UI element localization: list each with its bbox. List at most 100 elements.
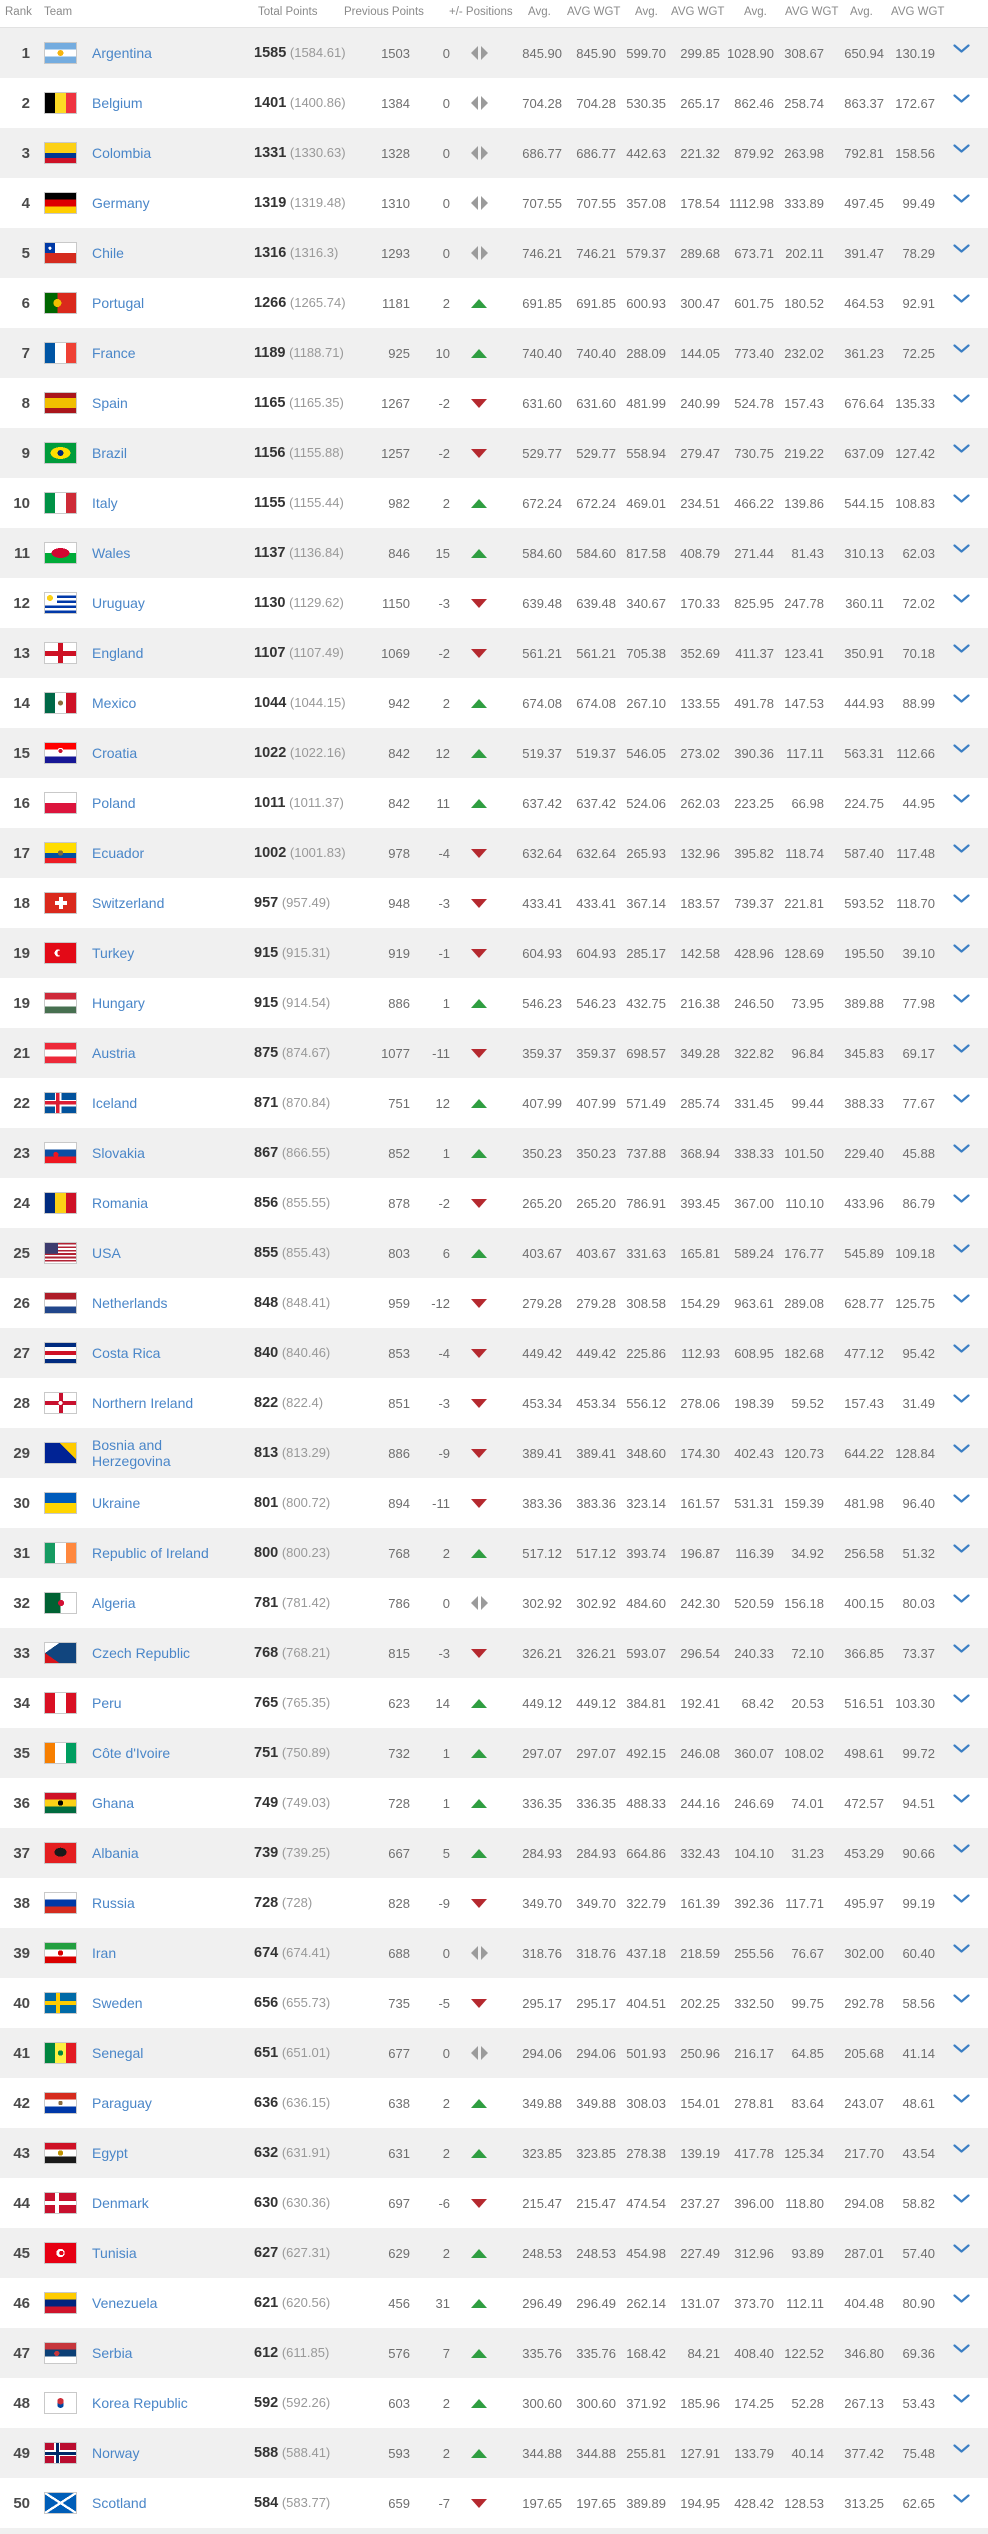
- team-link[interactable]: Albania: [92, 1845, 139, 1861]
- team-link[interactable]: Spain: [92, 395, 128, 411]
- team-link[interactable]: Switzerland: [92, 895, 165, 911]
- chevron-down-icon[interactable]: [935, 792, 988, 814]
- team-link[interactable]: Uruguay: [92, 595, 145, 611]
- chevron-down-icon[interactable]: [935, 92, 988, 114]
- chevron-down-icon[interactable]: [935, 1192, 988, 1214]
- team-link[interactable]: Algeria: [92, 1595, 136, 1611]
- team-link[interactable]: Iceland: [92, 1095, 138, 1111]
- chevron-down-icon[interactable]: [935, 1992, 988, 2014]
- team-link[interactable]: Italy: [92, 495, 118, 511]
- team-link[interactable]: Colombia: [92, 145, 152, 161]
- chevron-down-icon[interactable]: [935, 2442, 988, 2464]
- chevron-down-icon[interactable]: [935, 1842, 988, 1864]
- chevron-down-icon[interactable]: [935, 1092, 988, 1114]
- team-link[interactable]: Turkey: [92, 945, 135, 961]
- team-link[interactable]: Republic of Ireland: [92, 1545, 209, 1561]
- team-link[interactable]: Egypt: [92, 2145, 128, 2161]
- chevron-down-icon[interactable]: [935, 2142, 988, 2164]
- chevron-down-icon[interactable]: [935, 692, 988, 714]
- chevron-down-icon[interactable]: [935, 1542, 988, 1564]
- team-link[interactable]: Mexico: [92, 695, 137, 711]
- team-link[interactable]: Ukraine: [92, 1495, 141, 1511]
- team-link[interactable]: Denmark: [92, 2195, 149, 2211]
- chevron-down-icon[interactable]: [935, 2492, 988, 2514]
- chevron-down-icon[interactable]: [935, 1592, 988, 1614]
- chevron-down-icon[interactable]: [935, 192, 988, 214]
- chevron-down-icon[interactable]: [935, 1342, 988, 1364]
- team-link[interactable]: Sweden: [92, 1995, 143, 2011]
- team-link[interactable]: France: [92, 345, 136, 361]
- team-link[interactable]: Paraguay: [92, 2095, 152, 2111]
- chevron-down-icon[interactable]: [935, 1142, 988, 1164]
- chevron-down-icon[interactable]: [935, 242, 988, 264]
- team-link[interactable]: Argentina: [92, 45, 152, 61]
- chevron-down-icon[interactable]: [935, 1492, 988, 1514]
- team-link[interactable]: Hungary: [92, 995, 145, 1011]
- chevron-down-icon[interactable]: [935, 2042, 988, 2064]
- team-link[interactable]: Chile: [92, 245, 124, 261]
- team-link[interactable]: Czech Republic: [92, 1645, 191, 1661]
- team-link[interactable]: Norway: [92, 2445, 140, 2461]
- chevron-down-icon[interactable]: [935, 592, 988, 614]
- team-link[interactable]: Belgium: [92, 95, 143, 111]
- chevron-down-icon[interactable]: [935, 892, 988, 914]
- team-link[interactable]: Germany: [92, 195, 150, 211]
- chevron-down-icon[interactable]: [935, 42, 988, 64]
- chevron-down-icon[interactable]: [935, 1942, 988, 1964]
- team-link[interactable]: Ecuador: [92, 845, 145, 861]
- chevron-down-icon[interactable]: [935, 1792, 988, 1814]
- chevron-down-icon[interactable]: [935, 2092, 988, 2114]
- chevron-down-icon[interactable]: [935, 492, 988, 514]
- team-link[interactable]: Peru: [92, 1695, 122, 1711]
- team-link[interactable]: Iran: [92, 1945, 117, 1961]
- chevron-down-icon[interactable]: [935, 1892, 988, 1914]
- team-link[interactable]: USA: [92, 1245, 121, 1261]
- chevron-down-icon[interactable]: [935, 1642, 988, 1664]
- chevron-down-icon[interactable]: [935, 542, 988, 564]
- chevron-down-icon[interactable]: [935, 2342, 988, 2364]
- chevron-down-icon[interactable]: [935, 1442, 988, 1464]
- chevron-down-icon[interactable]: [935, 442, 988, 464]
- chevron-down-icon[interactable]: [935, 1292, 988, 1314]
- chevron-down-icon[interactable]: [935, 292, 988, 314]
- chevron-down-icon[interactable]: [935, 392, 988, 414]
- team-link[interactable]: Bosnia and Herzegovina: [92, 1437, 171, 1469]
- team-link[interactable]: Croatia: [92, 745, 138, 761]
- team-link[interactable]: Russia: [92, 1895, 135, 1911]
- chevron-down-icon[interactable]: [935, 992, 988, 1014]
- chevron-down-icon[interactable]: [935, 342, 988, 364]
- chevron-down-icon[interactable]: [935, 642, 988, 664]
- chevron-down-icon[interactable]: [935, 942, 988, 964]
- team-link[interactable]: Senegal: [92, 2045, 144, 2061]
- chevron-down-icon[interactable]: [935, 2192, 988, 2214]
- chevron-down-icon[interactable]: [935, 1042, 988, 1064]
- team-link[interactable]: Korea Republic: [92, 2395, 188, 2411]
- team-link[interactable]: Wales: [92, 545, 131, 561]
- chevron-down-icon[interactable]: [935, 2392, 988, 2414]
- chevron-down-icon[interactable]: [935, 2242, 988, 2264]
- team-link[interactable]: Côte d'Ivoire: [92, 1745, 171, 1761]
- team-link[interactable]: Costa Rica: [92, 1345, 161, 1361]
- team-link[interactable]: Scotland: [92, 2495, 147, 2511]
- team-link[interactable]: Slovakia: [92, 1145, 145, 1161]
- chevron-down-icon[interactable]: [935, 742, 988, 764]
- chevron-down-icon[interactable]: [935, 1742, 988, 1764]
- chevron-down-icon[interactable]: [935, 142, 988, 164]
- chevron-down-icon[interactable]: [935, 1242, 988, 1264]
- chevron-down-icon[interactable]: [935, 842, 988, 864]
- team-link[interactable]: Venezuela: [92, 2295, 158, 2311]
- team-link[interactable]: Portugal: [92, 295, 145, 311]
- chevron-down-icon[interactable]: [935, 1692, 988, 1714]
- team-link[interactable]: Austria: [92, 1045, 136, 1061]
- team-link[interactable]: Serbia: [92, 2345, 133, 2361]
- team-link[interactable]: England: [92, 645, 144, 661]
- team-link[interactable]: Romania: [92, 1195, 149, 1211]
- team-link[interactable]: Tunisia: [92, 2245, 137, 2261]
- chevron-down-icon[interactable]: [935, 1392, 988, 1414]
- team-link[interactable]: Poland: [92, 795, 136, 811]
- team-link[interactable]: Brazil: [92, 445, 128, 461]
- team-link[interactable]: Northern Ireland: [92, 1395, 194, 1411]
- chevron-down-icon[interactable]: [935, 2292, 988, 2314]
- team-link[interactable]: Ghana: [92, 1795, 135, 1811]
- team-link[interactable]: Netherlands: [92, 1295, 168, 1311]
